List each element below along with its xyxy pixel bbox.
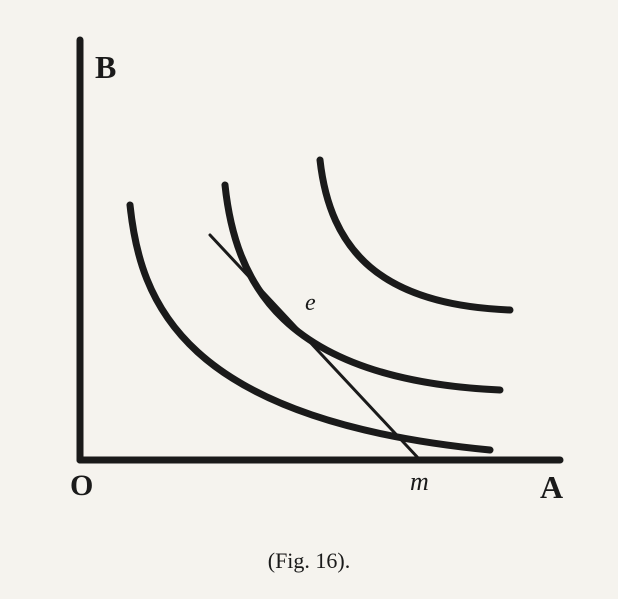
point-m-label: m (410, 467, 429, 496)
figure-caption: (Fig. 16). (0, 548, 618, 574)
origin-label: O (70, 469, 93, 502)
point-e-label: e (305, 290, 316, 316)
indifference-curve-2 (225, 185, 500, 390)
budget-line (210, 235, 420, 460)
figure-container: B O A e m (Fig. 16). (0, 0, 618, 599)
indifference-curves-diagram: B O A e m (0, 0, 618, 520)
x-axis-label: A (540, 469, 563, 505)
indifference-curve-1 (130, 205, 490, 450)
indifference-curve-3 (320, 160, 510, 310)
y-axis-label: B (95, 49, 116, 85)
